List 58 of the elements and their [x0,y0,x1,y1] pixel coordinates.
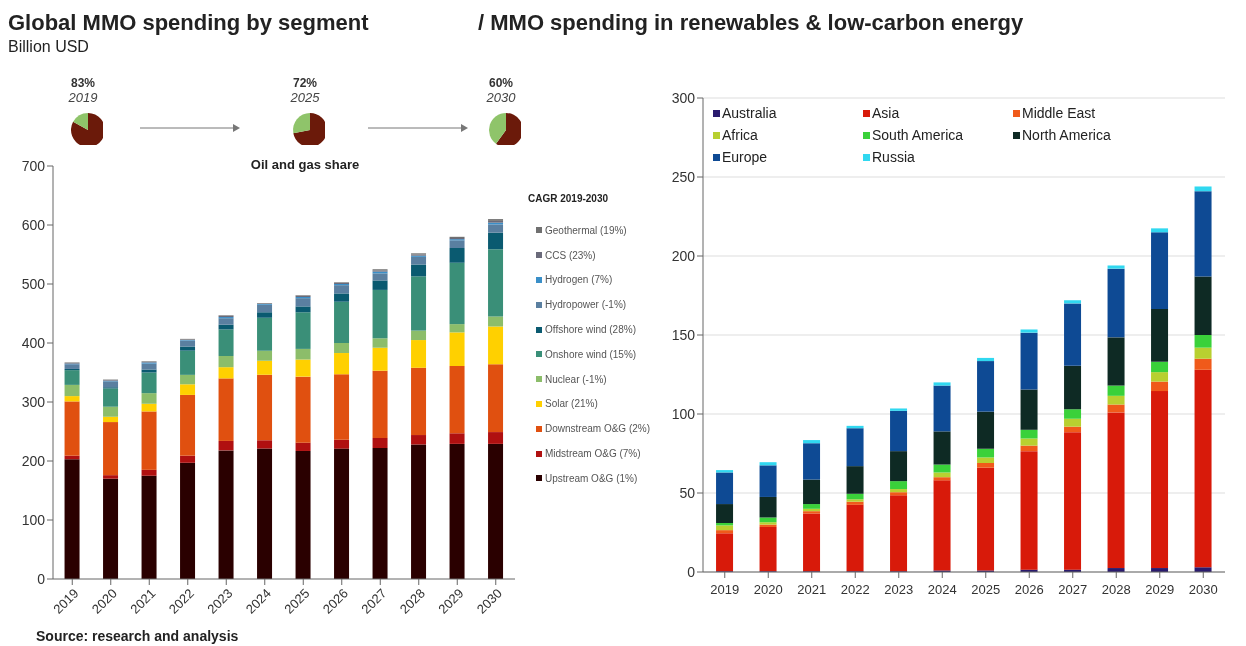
legend-label: Nuclear (-1%) [545,373,607,385]
chart-subtitle: 2030 [485,90,517,105]
legend-label: Midstream O&G (7%) [545,448,641,460]
chart-subtitle: 2025 [289,90,321,105]
legend-label: Europe [722,149,768,165]
chart-title: 72% [292,76,318,90]
y-tick-label: 0 [37,570,46,587]
x-tick-label: 2029 [1145,582,1175,597]
chart-subtitle: Billion USD [8,38,89,56]
legend-label: Onshore wind (15%) [545,348,637,360]
y-tick-label: 400 [21,334,46,351]
y-tick-label: 300 [21,393,46,410]
annotation: Oil and gas share [249,157,361,172]
legend-label: North America [1022,127,1111,143]
source-note: Source: research and analysis [36,628,239,644]
y-tick-label: 700 [21,157,46,174]
legend-label: Africa [722,127,758,143]
x-tick-label: 2025 [971,582,1001,597]
chart-title: Global MMO spending by segment [8,10,369,36]
y-tick-label: 150 [671,326,696,343]
legend-label: Hydrogen (7%) [545,274,613,286]
x-tick-label: 2019 [710,582,740,597]
legend-label: Australia [722,105,777,121]
legend-label: Solar (21%) [545,398,598,410]
x-tick-label: 2030 [1188,582,1218,597]
x-tick-label: 2026 [1014,582,1044,597]
legend-label: Russia [872,149,915,165]
y-tick-label: 200 [671,247,696,264]
chart-title: / MMO spending in renewables & low-carbon energy [478,10,1024,36]
legend-title: CAGR 2019-2030 [528,193,610,204]
y-tick-label: 200 [21,452,46,469]
y-tick-label: 300 [671,89,696,106]
legend-label: Middle East [1022,105,1096,121]
legend-label: Offshore wind (28%) [545,324,636,336]
legend-label: Asia [872,105,900,121]
y-tick-label: 500 [21,275,46,292]
legend-label: South America [872,127,964,143]
y-tick-label: 0 [687,563,696,580]
legend-label: Geothermal (19%) [545,224,627,236]
legend-label: Hydropower (-1%) [545,299,627,311]
y-tick-label: 100 [21,511,46,528]
x-tick-label: 2020 [753,582,783,597]
chart-title: 60% [488,76,514,90]
x-tick-label: 2024 [927,582,957,597]
y-tick-label: 250 [671,168,696,185]
legend-label: Upstream O&G (1%) [545,472,638,484]
legend-label: Downstream O&G (2%) [545,423,651,435]
x-tick-label: 2028 [1101,582,1131,597]
x-tick-label: 2023 [884,582,914,597]
y-tick-label: 600 [21,216,46,233]
y-tick-label: 50 [679,484,696,501]
y-tick-label: 100 [671,405,696,422]
chart-title: 83% [70,76,96,90]
legend-label: CCS (23%) [545,249,596,261]
x-tick-label: 2021 [797,582,827,597]
x-tick-label: 2022 [840,582,870,597]
chart-subtitle: 2019 [67,90,99,105]
x-tick-label: 2027 [1058,582,1088,597]
